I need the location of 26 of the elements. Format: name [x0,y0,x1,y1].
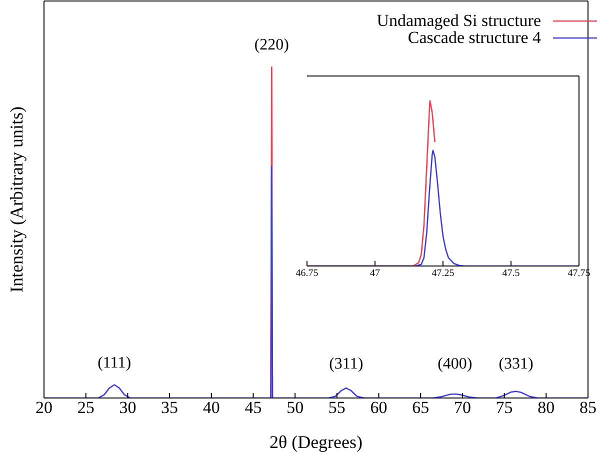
x-tick-label: 30 [119,398,136,418]
annotation: (331) [498,356,534,373]
x-tick-label: 47.5 [502,268,520,280]
x-tick-label: 40 [202,398,220,418]
x-tick-label: 60 [370,398,388,418]
x-tick-label: 47.25 [432,268,454,280]
x-tick-label: 25 [77,398,94,418]
x-tick-label: 20 [36,398,52,418]
x-tick-label: 47 [370,268,380,280]
x-tick-label: 85 [580,398,596,418]
annotation: (400) [438,356,472,373]
x-tick-label: 35 [161,398,178,418]
x-tick-label: 80 [538,398,555,418]
annotation: (111) [98,354,132,372]
x-tick-label: 55 [328,398,346,418]
annotation: (311) [329,356,364,373]
x-axis-title: 2θ (Degrees) [269,432,363,452]
text: (220) [254,36,289,54]
x-tick-label: 70 [454,398,471,418]
x-tick-label: 46.75 [296,268,318,280]
y-axis-title: Intensity (Arbitrary units) [6,106,26,292]
legend-label: Undamaged Si structure [376,11,541,30]
x-tick-label: 65 [412,398,430,418]
x-tick-label: 45 [244,398,262,418]
x-tick-label: 50 [286,398,304,418]
x-tick-label: 75 [496,398,513,418]
